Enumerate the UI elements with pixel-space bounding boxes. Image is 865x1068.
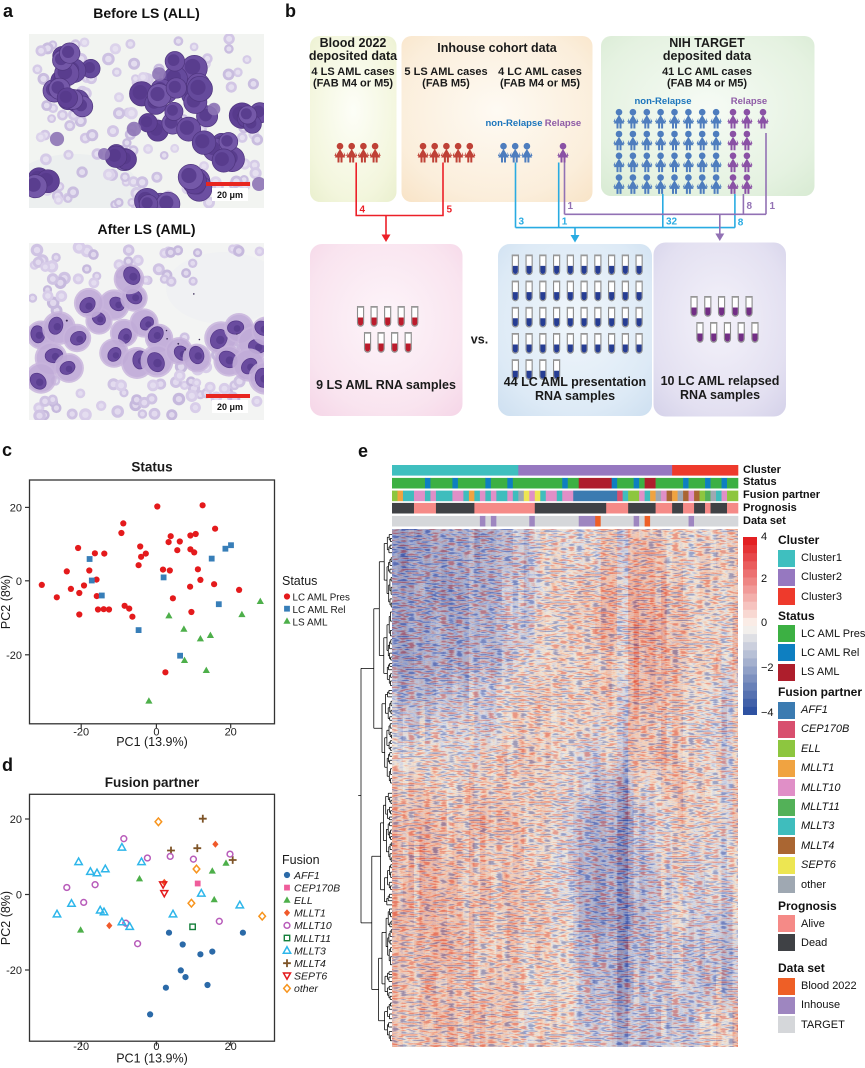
svg-text:10 LC AML relapsed: 10 LC AML relapsed [661, 374, 780, 388]
svg-text:4 LS AML cases: 4 LS AML cases [311, 66, 394, 78]
svg-text:PC1 (13.9%): PC1 (13.9%) [116, 1051, 188, 1065]
svg-text:non-Relapse: non-Relapse [634, 96, 691, 107]
svg-text:0: 0 [153, 1041, 159, 1053]
svg-text:vs.: vs. [471, 333, 488, 347]
svg-text:8: 8 [738, 218, 744, 229]
svg-text:1: 1 [562, 217, 568, 228]
svg-text:20: 20 [10, 502, 22, 514]
svg-text:MLLT3: MLLT3 [294, 945, 326, 957]
svg-text:5: 5 [447, 205, 453, 216]
svg-text:LC AML Pres: LC AML Pres [293, 593, 350, 604]
svg-text:Inhouse cohort data: Inhouse cohort data [437, 41, 558, 55]
svg-text:4: 4 [360, 205, 366, 216]
svg-text:RNA samples: RNA samples [680, 388, 760, 402]
svg-text:-20: -20 [73, 727, 89, 739]
svg-text:8: 8 [747, 201, 753, 212]
svg-text:(FAB M4 or M5): (FAB M4 or M5) [313, 78, 393, 90]
svg-text:1: 1 [770, 201, 776, 212]
svg-text:32: 32 [666, 217, 678, 228]
svg-text:SEPT6: SEPT6 [294, 971, 327, 983]
svg-text:(FAB M4 or M5): (FAB M4 or M5) [500, 78, 580, 90]
svg-text:-20: -20 [6, 965, 22, 977]
svg-text:1: 1 [568, 201, 574, 212]
svg-text:PC1 (13.9%): PC1 (13.9%) [116, 735, 188, 749]
svg-text:other: other [294, 983, 318, 995]
svg-text:20: 20 [225, 727, 237, 739]
svg-text:MLLT4: MLLT4 [294, 958, 326, 970]
svg-text:(FAB M5): (FAB M5) [422, 78, 470, 90]
svg-text:LC AML Rel: LC AML Rel [293, 605, 346, 616]
svg-text:0: 0 [153, 727, 159, 739]
svg-text:AFF1: AFF1 [293, 870, 320, 882]
svg-text:9 LS AML RNA samples: 9 LS AML RNA samples [316, 378, 456, 392]
svg-text:0: 0 [16, 576, 22, 588]
svg-text:41 LC AML cases: 41 LC AML cases [662, 66, 752, 78]
svg-text:(FAB M4 or M5): (FAB M4 or M5) [667, 78, 747, 90]
svg-text:4 LC AML cases: 4 LC AML cases [498, 66, 582, 78]
svg-text:PC2 (8%): PC2 (8%) [0, 575, 13, 629]
svg-text:20 μm: 20 μm [217, 402, 243, 412]
svg-text:Fusion partner: Fusion partner [105, 775, 200, 790]
svg-text:Blood 2022: Blood 2022 [320, 36, 387, 50]
svg-text:Fusion: Fusion [282, 853, 320, 867]
svg-text:20 μm: 20 μm [217, 190, 243, 200]
svg-text:non-Relapse: non-Relapse [485, 118, 542, 129]
svg-text:MLLT10: MLLT10 [294, 920, 332, 932]
svg-text:20: 20 [225, 1041, 237, 1053]
svg-text:0: 0 [16, 890, 22, 902]
svg-text:Status: Status [282, 574, 317, 588]
svg-text:44 LC AML presentation: 44 LC AML presentation [504, 375, 646, 389]
svg-text:-20: -20 [6, 650, 22, 662]
svg-text:NIH TARGET: NIH TARGET [669, 36, 745, 50]
svg-text:MLLT11: MLLT11 [294, 933, 331, 945]
svg-text:20: 20 [10, 814, 22, 826]
svg-text:PC2 (8%): PC2 (8%) [0, 891, 13, 945]
svg-text:RNA samples: RNA samples [535, 389, 615, 403]
svg-text:Relapse: Relapse [545, 118, 581, 129]
svg-text:5 LS AML cases: 5 LS AML cases [404, 66, 487, 78]
svg-text:deposited data: deposited data [309, 49, 398, 63]
svg-text:MLLT1: MLLT1 [294, 908, 326, 920]
svg-text:Relapse: Relapse [731, 96, 767, 107]
svg-text:ELL: ELL [294, 895, 313, 907]
svg-text:LS AML: LS AML [293, 618, 328, 629]
svg-text:-20: -20 [73, 1041, 89, 1053]
svg-text:3: 3 [519, 217, 525, 228]
svg-text:CEP170B: CEP170B [294, 882, 340, 894]
svg-text:Status: Status [131, 460, 172, 475]
svg-text:deposited data: deposited data [663, 49, 752, 63]
